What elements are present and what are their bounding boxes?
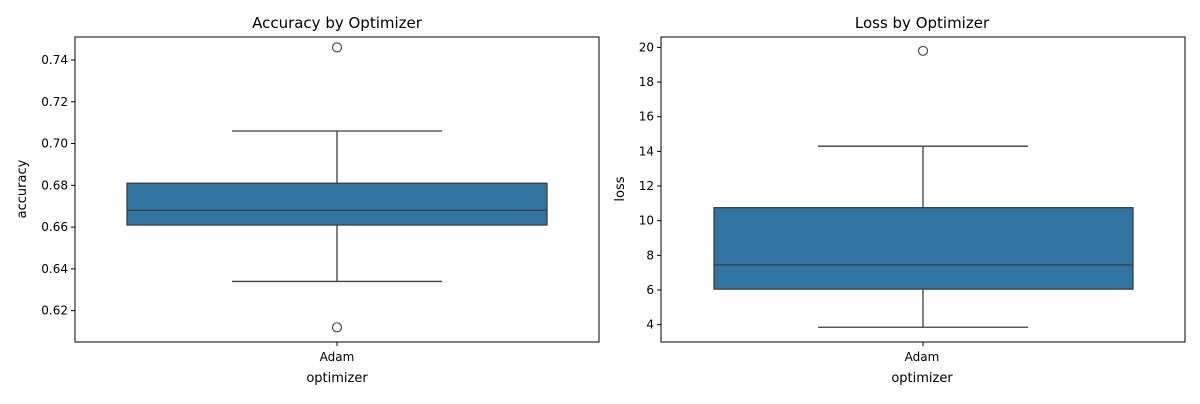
loss-plot-area: 4 6 8 10 12 14 16 18 20 — [639, 36, 1186, 346]
accuracy-x-axis-label: optimizer — [306, 371, 368, 386]
accuracy-y-tick-label: 0.74 — [41, 53, 68, 67]
accuracy-y-tick-label: 0.66 — [41, 220, 68, 234]
accuracy-box — [126, 182, 548, 226]
accuracy-y-tick-label: 0.64 — [41, 262, 68, 276]
accuracy-y-tick-label: 0.68 — [41, 178, 68, 192]
loss-y-tick-label: 12 — [639, 179, 654, 193]
loss-y-tick-label: 16 — [639, 110, 654, 124]
loss-x-tick-label: Adam — [905, 350, 940, 364]
loss-outlier-point — [917, 45, 929, 56]
loss-box — [713, 207, 1134, 290]
loss-panel: Loss by Optimizer optimizer loss Adam 4 6… — [613, 14, 1186, 386]
accuracy-panel: Accuracy by Optimizer optimizer accuracy… — [15, 14, 600, 386]
loss-y-tick-label: 4 — [646, 318, 654, 332]
accuracy-outlier-point — [331, 42, 343, 53]
loss-y-tick-label: 20 — [639, 40, 654, 54]
loss-y-tick-label: 8 — [646, 248, 654, 262]
accuracy-axes-frame — [74, 36, 600, 343]
accuracy-y-axis-label: accuracy — [15, 159, 30, 218]
loss-y-tick-label: 6 — [646, 283, 654, 297]
loss-x-axis-label: optimizer — [891, 371, 953, 386]
accuracy-x-tick-label: Adam — [320, 350, 355, 364]
loss-axes-frame — [660, 36, 1186, 343]
accuracy-outlier-point — [331, 322, 343, 333]
accuracy-chart-title: Accuracy by Optimizer — [252, 14, 423, 32]
loss-chart-title: Loss by Optimizer — [855, 14, 990, 32]
accuracy-y-tick-label: 0.62 — [41, 304, 68, 318]
loss-y-axis-label: loss — [613, 176, 628, 201]
accuracy-plot-area: 0.62 0.64 0.66 0.68 0.70 0.72 0.74 — [41, 36, 600, 346]
accuracy-y-tick-label: 0.72 — [41, 95, 68, 109]
loss-y-tick-label: 18 — [639, 75, 654, 89]
loss-y-tick-label: 10 — [639, 214, 654, 228]
loss-y-tick-label: 14 — [639, 144, 654, 158]
accuracy-y-tick-label: 0.70 — [41, 137, 68, 151]
